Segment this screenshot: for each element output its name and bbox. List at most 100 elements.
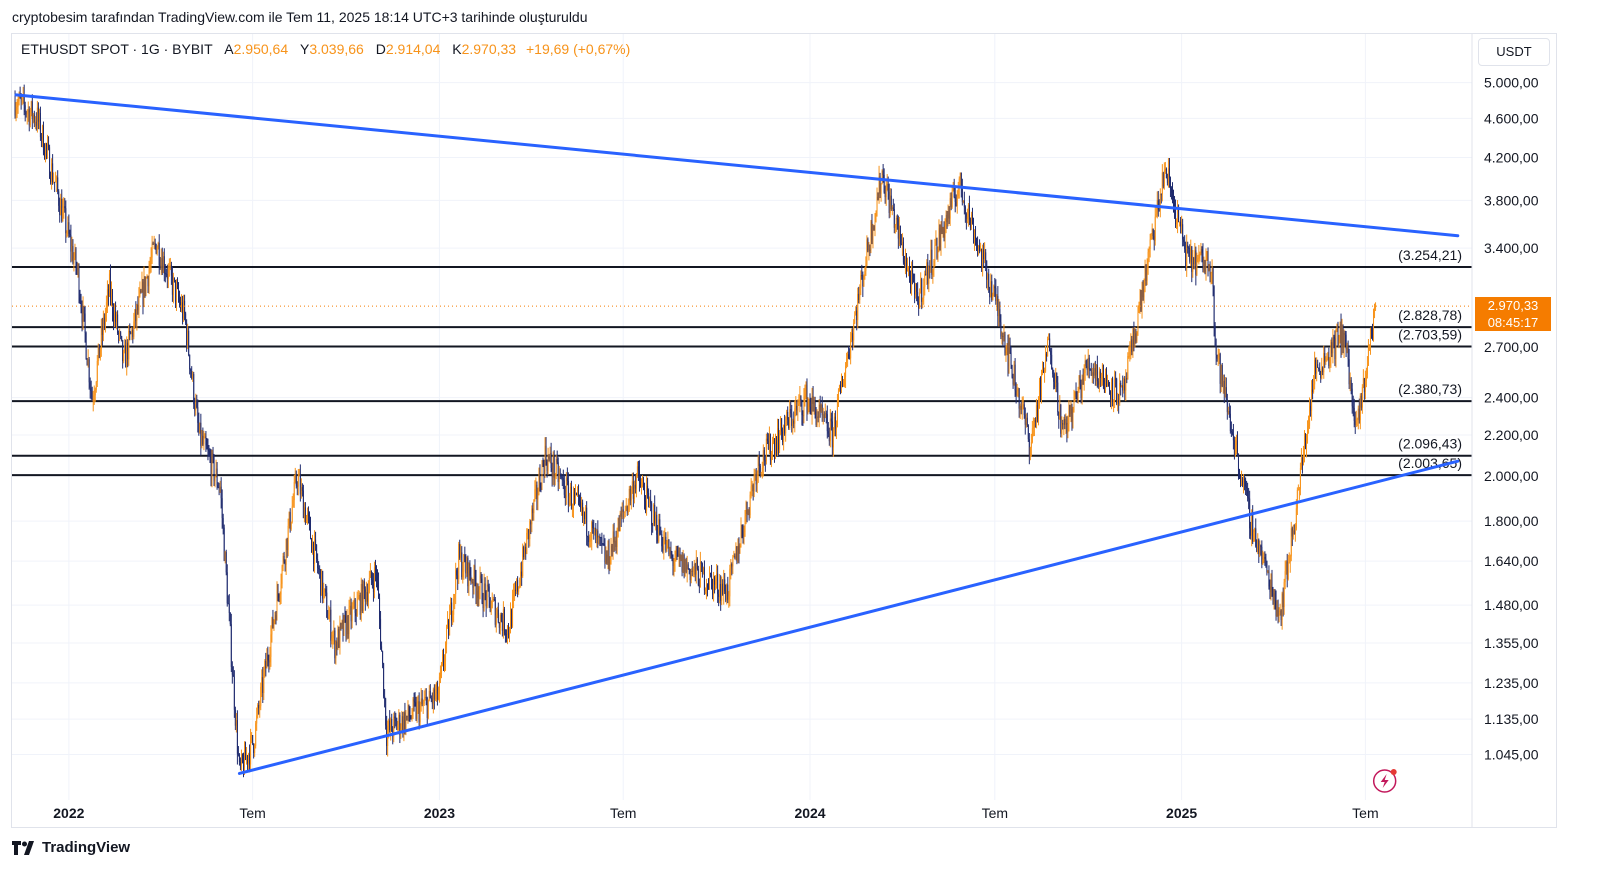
candle-body <box>1154 216 1156 241</box>
candle-body <box>382 651 384 664</box>
candle-body <box>456 570 458 576</box>
candle-body <box>679 554 681 559</box>
candle-body <box>49 147 51 179</box>
symbol-label[interactable]: ETHUSDT SPOT · 1G · BYBIT <box>21 41 213 57</box>
candle-body <box>873 228 875 230</box>
candle-body <box>991 281 993 301</box>
candle-body <box>1061 423 1063 434</box>
candle-body <box>1213 286 1215 326</box>
candle-body <box>828 433 830 442</box>
candle-body <box>490 607 492 612</box>
candle-body <box>611 545 613 552</box>
candle-body <box>187 330 189 346</box>
candle-body <box>204 436 206 439</box>
candle-body <box>766 438 768 441</box>
y-tick-label: 3.400,00 <box>1484 240 1539 256</box>
level-label: (2.003,65) <box>1398 455 1462 471</box>
candle-body <box>316 544 318 559</box>
candle-body <box>581 502 583 509</box>
candle-body <box>601 537 603 544</box>
candle-body <box>1147 252 1149 268</box>
candle-body <box>443 657 445 666</box>
candle-body <box>1248 497 1250 499</box>
candle-body <box>872 228 874 241</box>
x-tick-label: Tem <box>610 805 636 821</box>
candle-body <box>1186 245 1188 268</box>
candle-body <box>305 516 307 523</box>
candle-body <box>690 570 692 581</box>
candle-body <box>912 270 914 274</box>
candle-body <box>977 244 979 250</box>
candle-body <box>308 515 310 521</box>
candle-body <box>245 746 247 760</box>
candle-body <box>530 521 532 525</box>
candle-body <box>904 257 906 265</box>
candle-body <box>1140 294 1142 310</box>
candle-body <box>114 310 116 322</box>
candle-body <box>663 540 665 550</box>
candle-body <box>357 598 359 600</box>
candle-body <box>449 614 451 636</box>
candle-body <box>1026 417 1028 426</box>
candle-body <box>306 513 308 517</box>
candle-body <box>237 753 239 755</box>
candle-body <box>687 564 689 569</box>
candle-body <box>721 583 723 601</box>
candle-body <box>603 544 605 546</box>
candle-body <box>445 644 447 662</box>
candle-body <box>450 602 452 615</box>
candle-body <box>619 513 621 532</box>
y-tick-label: 4.200,00 <box>1484 149 1539 165</box>
candle-body <box>222 518 224 528</box>
candle-body <box>1063 418 1065 425</box>
candle-body <box>1225 387 1227 400</box>
candle-body <box>719 584 721 597</box>
candle-body <box>327 617 329 620</box>
candle-body <box>486 584 488 607</box>
candle-body <box>522 547 524 577</box>
candle-body <box>463 554 465 572</box>
candle-body <box>1339 324 1341 343</box>
candle-body <box>475 579 477 596</box>
candle-body <box>1171 192 1173 199</box>
candle-body <box>891 207 893 210</box>
candle-body <box>933 260 935 270</box>
candle-body <box>978 245 980 250</box>
candle-body <box>1022 404 1024 407</box>
candle-body <box>981 248 983 268</box>
candle-body <box>696 559 698 569</box>
candle-body <box>1325 360 1327 362</box>
candle-body <box>1228 411 1230 414</box>
candle-body <box>761 467 763 473</box>
candle-body <box>331 638 333 641</box>
candle-body <box>302 490 304 519</box>
candle-body <box>1123 378 1125 391</box>
candle-body <box>1229 413 1231 432</box>
candle-body <box>18 94 20 102</box>
candle-body <box>923 286 925 298</box>
candle-body <box>50 178 52 183</box>
candle-body <box>1056 373 1058 383</box>
candle-body <box>67 222 69 233</box>
candle-body <box>293 482 295 501</box>
low-label: D <box>375 41 386 57</box>
candle-body <box>689 569 691 581</box>
candle-body <box>1125 378 1127 391</box>
candle-body <box>482 603 484 609</box>
candle-body <box>53 181 55 183</box>
candle-body <box>726 584 728 601</box>
tradingview-brand[interactable]: TradingView <box>12 839 130 856</box>
candle-body <box>623 511 625 513</box>
candle-body <box>1046 353 1048 357</box>
candle-body <box>677 550 679 557</box>
candle-body <box>630 489 632 501</box>
currency-button[interactable]: USDT <box>1478 38 1550 66</box>
candle-body <box>946 214 948 222</box>
candle-body <box>1013 364 1015 385</box>
candle-body <box>1324 353 1326 362</box>
x-tick-label: Tem <box>239 805 265 821</box>
candle-body <box>1066 422 1068 433</box>
candle-body <box>593 527 595 529</box>
candle-body <box>420 698 422 706</box>
